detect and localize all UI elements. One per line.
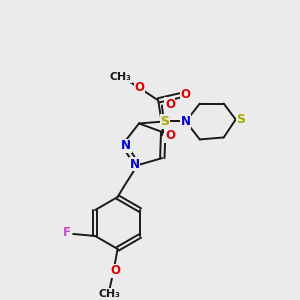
Text: O: O [111, 264, 121, 278]
Text: N: N [181, 115, 191, 128]
Text: O: O [180, 88, 190, 101]
Text: O: O [165, 98, 175, 111]
Text: O: O [165, 129, 175, 142]
Text: N: N [130, 158, 140, 171]
Text: F: F [63, 226, 71, 239]
Text: CH₃: CH₃ [110, 73, 131, 82]
Text: O: O [134, 81, 144, 94]
Text: CH₃: CH₃ [99, 289, 121, 299]
Text: S: S [160, 115, 169, 128]
Text: S: S [236, 113, 245, 126]
Text: N: N [121, 139, 131, 152]
